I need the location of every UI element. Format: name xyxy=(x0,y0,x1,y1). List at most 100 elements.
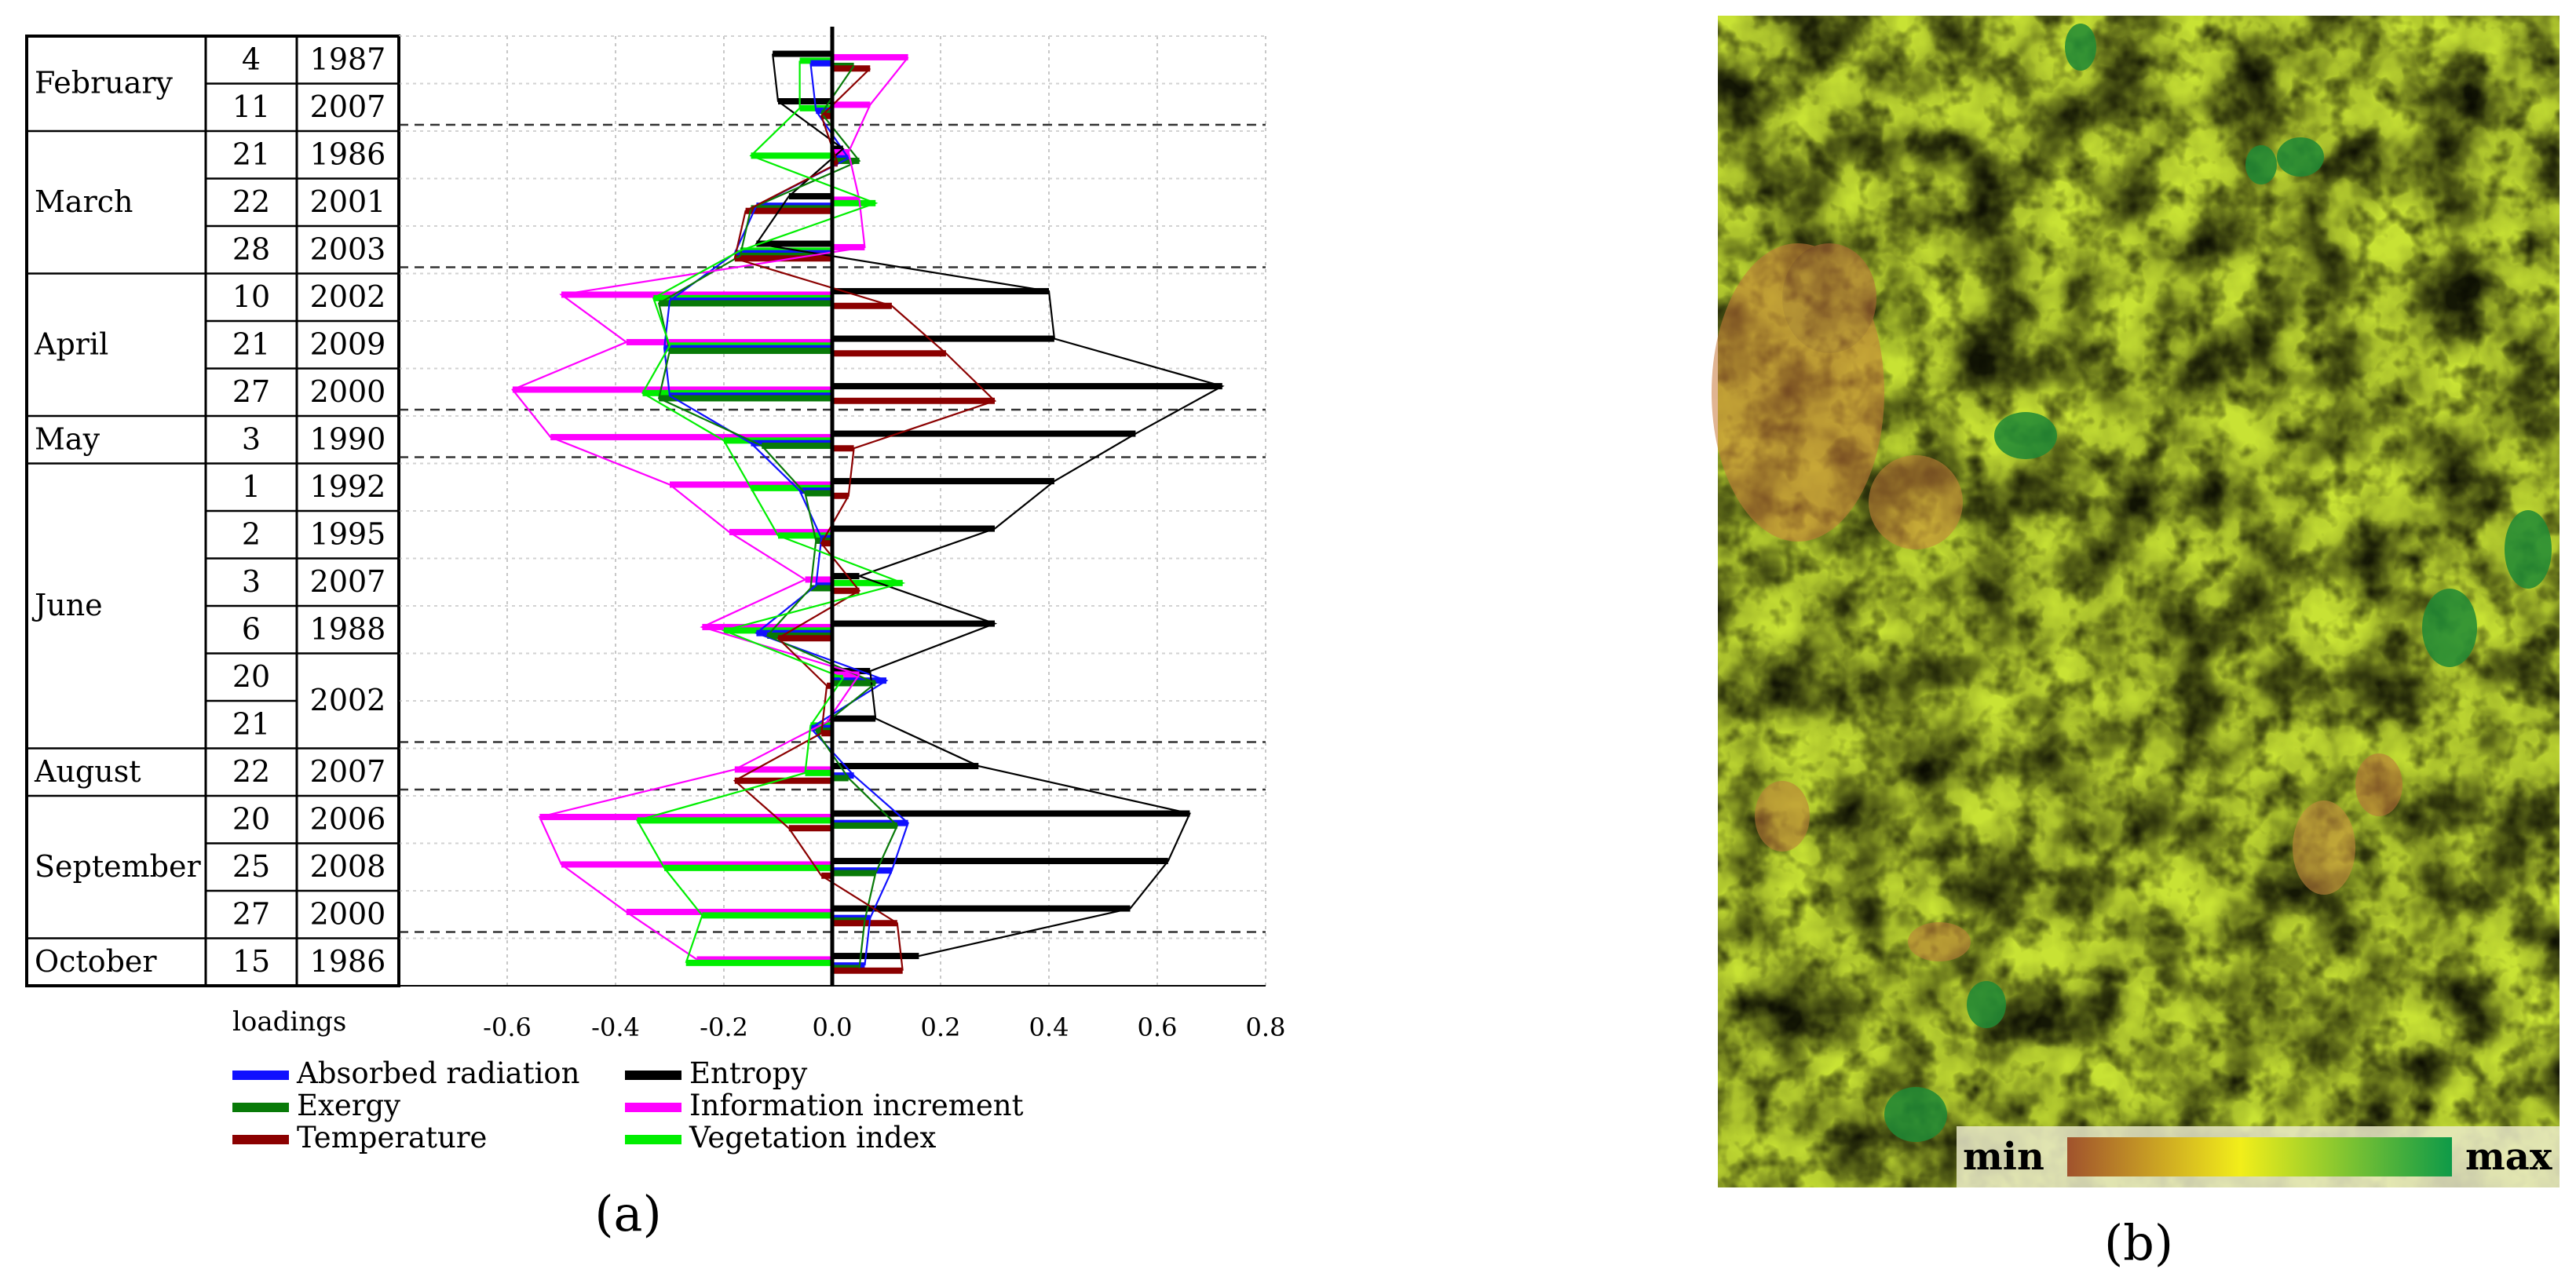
bar-temperature xyxy=(821,872,832,879)
legend-swatch xyxy=(625,1135,681,1144)
bar-entropy xyxy=(832,810,1190,817)
legend-label: Absorbed radiation xyxy=(296,1056,580,1090)
bar-information-increment xyxy=(550,433,832,440)
month-label: April xyxy=(34,326,108,361)
bar-information-increment xyxy=(832,243,865,250)
bar-exergy xyxy=(832,822,897,829)
bar-temperature xyxy=(778,635,832,642)
day-cell: 10 xyxy=(232,279,270,314)
bar-vegetation-index xyxy=(685,959,832,966)
bar-temperature xyxy=(821,112,832,119)
day-cell: 22 xyxy=(232,754,270,789)
bar-temperature xyxy=(745,207,832,214)
scale-min-label: min xyxy=(1963,1135,2044,1179)
bar-vegetation-index xyxy=(664,864,832,871)
day-cell: 1 xyxy=(242,469,261,504)
bar-entropy xyxy=(832,953,919,960)
bar-temperature xyxy=(832,587,860,594)
chart-legend: Absorbed radiation Entropy Exergy Informati… xyxy=(232,1056,1024,1155)
year-cell: 1995 xyxy=(310,516,386,551)
chart-axis: -0.6 -0.4 -0.2 0.0 0.2 0.4 0.6 0.8 xyxy=(397,27,1286,1042)
bar-vegetation-index xyxy=(751,152,832,159)
x-axis-label: loadings xyxy=(232,1006,346,1038)
day-cell: 6 xyxy=(242,611,261,646)
legend-label: Exergy xyxy=(297,1089,400,1122)
line-temperature xyxy=(733,67,997,971)
bar-exergy xyxy=(810,585,832,592)
legend-swatch xyxy=(625,1103,681,1112)
bar-information-increment xyxy=(805,576,832,583)
year-cell: 2002 xyxy=(310,279,386,314)
bar-temperature xyxy=(827,682,832,689)
bar-entropy xyxy=(832,335,1054,342)
legend-label: Information increment xyxy=(689,1089,1024,1122)
x-tick-label: 0.0 xyxy=(813,1012,853,1042)
legend-swatch xyxy=(232,1071,289,1080)
year-cell: 1986 xyxy=(310,944,386,979)
bar-entropy xyxy=(832,383,1222,390)
bar-exergy xyxy=(832,870,876,877)
bar-information-increment xyxy=(561,861,832,868)
bar-information-increment xyxy=(561,291,832,298)
map-low-patches xyxy=(1712,243,2402,961)
month-label: March xyxy=(35,184,133,219)
bar-information-increment xyxy=(832,196,860,203)
year-cell: 2008 xyxy=(310,849,386,884)
bar-vegetation-index xyxy=(832,199,876,206)
bar-exergy xyxy=(805,490,832,497)
year-cell: 2009 xyxy=(310,326,386,361)
year-cell: 1987 xyxy=(310,42,386,76)
bar-entropy xyxy=(832,288,1049,295)
bar-information-increment xyxy=(827,718,832,725)
bar-exergy xyxy=(670,347,832,354)
year-cell-merged: 2002 xyxy=(310,683,386,717)
line-vegetation-index xyxy=(635,60,906,964)
month-label: June xyxy=(31,588,103,622)
line-information-increment xyxy=(511,57,909,961)
bar-temperature xyxy=(788,825,832,832)
x-tick-label: 0.8 xyxy=(1246,1012,1286,1042)
bar-information-increment xyxy=(696,956,832,963)
line-absorbed-radiation xyxy=(663,63,909,966)
bar-temperature xyxy=(832,967,903,974)
bar-entropy xyxy=(832,430,1136,437)
bar-entropy xyxy=(832,763,979,770)
bar-vegetation-index xyxy=(702,912,832,919)
month-label: May xyxy=(35,421,100,456)
day-cell: 27 xyxy=(232,374,270,409)
bar-temperature xyxy=(832,397,995,404)
year-cell: 1988 xyxy=(310,611,386,646)
day-cell: 21 xyxy=(232,706,270,741)
line-exergy xyxy=(657,65,899,968)
bar-entropy xyxy=(832,858,1168,865)
bar-vegetation-index xyxy=(637,817,832,824)
day-cell: 25 xyxy=(232,849,270,884)
legend-label: Entropy xyxy=(689,1056,807,1090)
map-high-patches xyxy=(1884,24,2552,1142)
month-label: February xyxy=(35,66,174,100)
day-cell: 22 xyxy=(232,184,270,219)
bar-temperature xyxy=(832,302,892,309)
day-cell: 28 xyxy=(232,232,270,266)
bar-entropy xyxy=(832,145,843,152)
chart-bars xyxy=(512,50,1222,974)
panel-b-map: min max (b) xyxy=(1712,16,2560,1271)
day-cell: 21 xyxy=(232,137,270,171)
month-label: October xyxy=(35,944,157,979)
bar-temperature xyxy=(821,540,832,547)
bar-information-increment xyxy=(512,386,832,393)
bar-information-increment xyxy=(734,766,832,773)
bar-information-increment xyxy=(729,528,832,535)
panel-a-label: (a) xyxy=(594,1185,661,1242)
bar-vegetation-index xyxy=(805,769,832,776)
bar-temperature xyxy=(734,777,832,784)
bar-information-increment xyxy=(626,908,832,915)
bar-information-increment xyxy=(832,53,908,60)
bar-temperature xyxy=(832,445,854,452)
legend-swatch xyxy=(232,1135,289,1144)
day-cell: 2 xyxy=(242,516,261,551)
year-cell: 2000 xyxy=(310,896,386,931)
legend-swatch xyxy=(625,1071,681,1080)
map-forest-patches xyxy=(1718,16,2560,1187)
